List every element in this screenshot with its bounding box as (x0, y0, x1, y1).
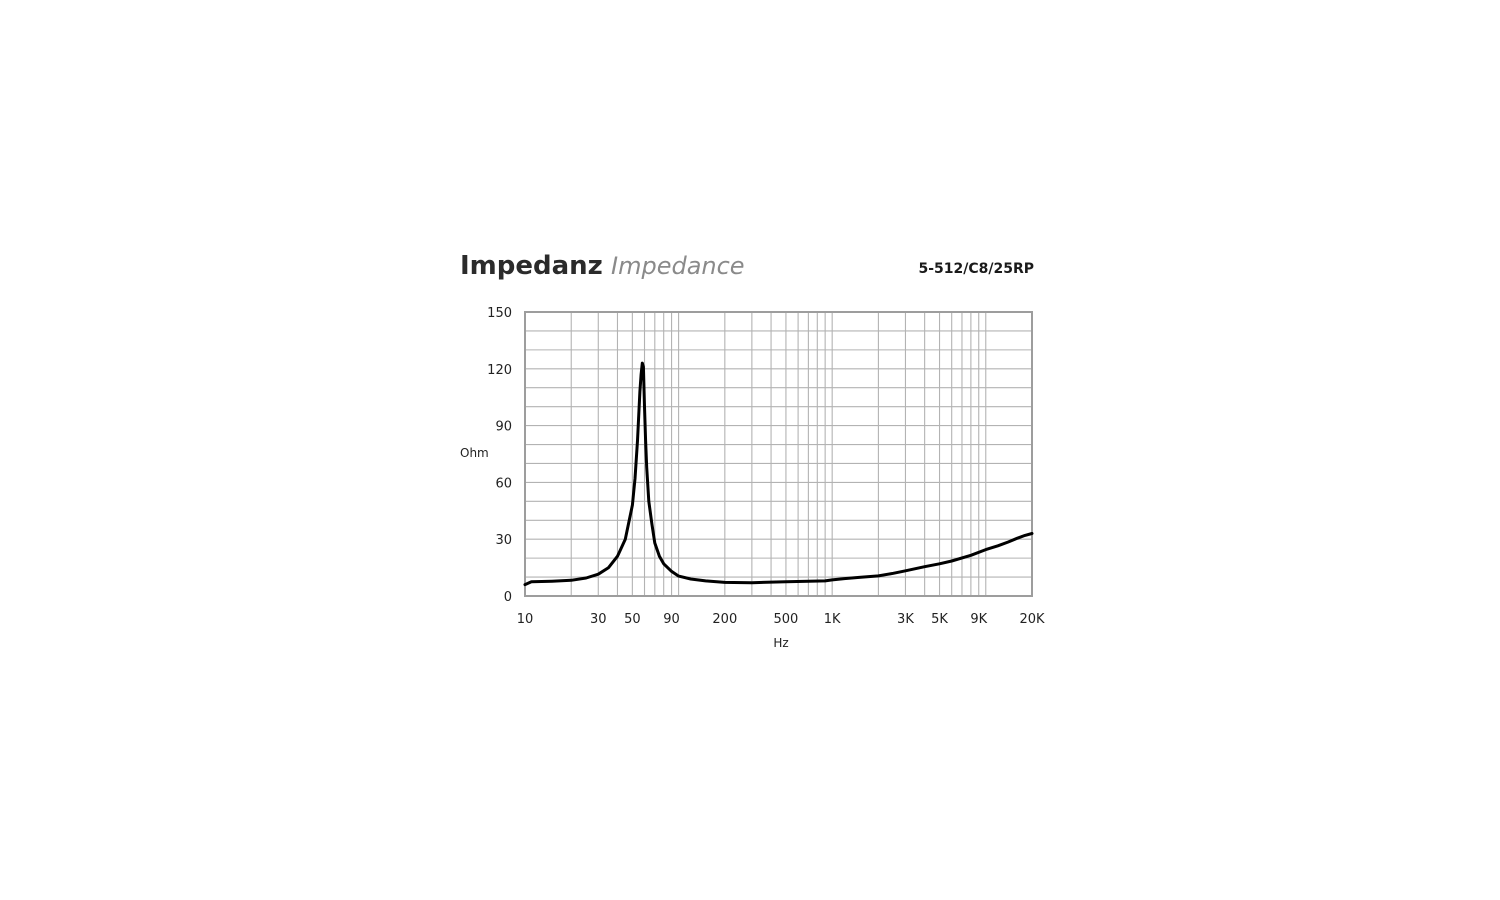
x-tick-label: 50 (624, 612, 641, 627)
x-tick-label: 10 (517, 612, 534, 627)
x-tick-label: 90 (663, 612, 680, 627)
impedance-series (523, 361, 1034, 587)
x-axis-ticks: 10 30 50 90 200 500 1K 3K 5K 9K 20K (517, 612, 1045, 627)
y-tick-label: 120 (487, 363, 512, 378)
x-tick-label: 20K (1019, 612, 1045, 627)
x-tick-label: 3K (897, 612, 914, 627)
x-tick-label: 200 (712, 612, 737, 627)
model-number: 5-512/C8/25RP (918, 261, 1034, 277)
x-tick-label: 5K (931, 612, 948, 627)
y-tick-label: 90 (495, 420, 512, 435)
y-axis-ticks: 0 30 60 90 120 150 (487, 306, 512, 605)
plot-frame (524, 311, 1033, 597)
y-tick-label: 30 (495, 533, 512, 548)
chart-title-de: Impedanz (460, 251, 603, 281)
y-tick-label: 150 (487, 306, 512, 321)
x-axis-label: Hz (773, 636, 788, 650)
y-tick-label: 0 (504, 590, 512, 605)
x-tick-label: 1K (824, 612, 841, 627)
y-tick-label: 60 (495, 476, 512, 491)
x-tick-label: 500 (774, 612, 799, 627)
x-tick-label: 9K (970, 612, 987, 627)
plot-grid (525, 312, 1032, 596)
x-tick-label: 30 (590, 612, 607, 627)
impedance-curve (523, 361, 1034, 587)
y-axis-label: Ohm (460, 446, 489, 460)
chart-title-en: Impedance (611, 252, 745, 280)
